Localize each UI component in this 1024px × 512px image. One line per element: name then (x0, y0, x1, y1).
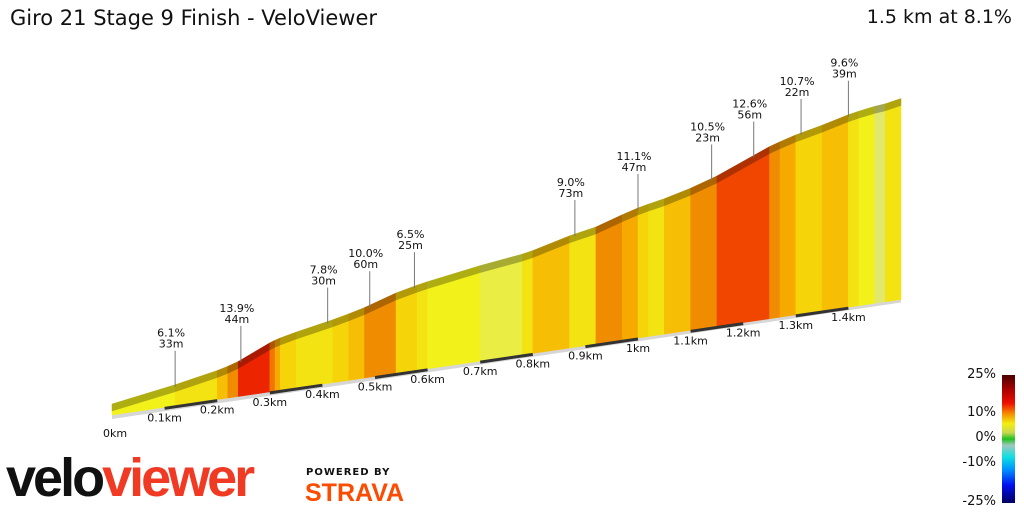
profile-segment (690, 182, 718, 331)
annotation-gradient: 9.0% (557, 176, 585, 189)
x-tick-label: 0.1km (147, 411, 182, 424)
x-tick-label: 0.9km (568, 350, 603, 363)
profile-segment (779, 141, 797, 318)
x-tick-label: 1.1km (673, 334, 708, 347)
annotation-gradient: 6.1% (157, 327, 185, 340)
veloviewer-logo[interactable]: veloviewer (6, 448, 255, 508)
profile-segment (648, 205, 665, 337)
profile-segment (427, 272, 481, 370)
x-tick-label: 0.7km (463, 365, 498, 378)
profile-segment (795, 131, 823, 316)
x-tick-label: 0.8km (516, 357, 551, 370)
annotation-length: 25m (398, 239, 423, 252)
scale-label-10: 10% (967, 405, 996, 420)
profile-segment (595, 221, 623, 345)
climb-summary: 1.5 km at 8.1% (866, 6, 1012, 28)
logo-velo: velo (6, 448, 105, 508)
annotation-length: 22m (785, 86, 810, 99)
distance-dash (164, 399, 218, 410)
scale-label-minus25: -25% (962, 494, 996, 509)
distance-dash (585, 337, 639, 349)
x-tick-label: 1.4km (831, 311, 866, 324)
x-tick-label: 0km (103, 427, 127, 440)
distance-dash (690, 322, 744, 333)
distance-dash (479, 352, 534, 364)
annotation-gradient: 10.5% (690, 120, 725, 133)
profile-segment (874, 110, 886, 304)
distance-dash (795, 306, 849, 318)
x-tick-label: 1km (626, 342, 650, 355)
profile-top-band (884, 98, 902, 112)
profile-segment (664, 194, 691, 335)
x-tick-label: 0.6km (410, 373, 445, 386)
profile-segment (637, 210, 649, 339)
scale-label-0: 0% (975, 430, 996, 445)
powered-by-label: POWERED BY (306, 467, 391, 478)
profile-segment (858, 113, 875, 306)
strava-logo[interactable]: STRAVA (305, 479, 405, 507)
profile-segment (348, 314, 365, 381)
profile-segment (769, 148, 781, 320)
annotation-length: 44m (225, 313, 250, 326)
profile-segment (280, 338, 297, 391)
x-tick-label: 1.3km (779, 319, 814, 332)
x-tick-label: 0.5km (358, 381, 393, 394)
x-tick-label: 0.4km (305, 388, 340, 401)
profile-segment (216, 372, 228, 400)
x-tick-label: 1.2km (726, 327, 761, 340)
annotation-length: 23m (695, 131, 720, 144)
page-title: Giro 21 Stage 9 Finish - VeloViewer (10, 6, 378, 30)
profile-segment (621, 214, 639, 341)
annotation-gradient: 13.9% (219, 302, 254, 315)
annotation-gradient: 11.1% (617, 150, 652, 163)
annotation-length: 39m (832, 68, 857, 81)
gradient-color-scale (1002, 375, 1015, 503)
annotation-gradient: 12.6% (732, 97, 767, 110)
profile-segment (848, 117, 860, 308)
profile-segment (532, 242, 570, 354)
annotation-length: 73m (559, 187, 584, 200)
profile-segment (821, 121, 849, 312)
scale-label-25: 25% (967, 367, 996, 382)
annotation-length: 47m (622, 161, 647, 174)
profile-segment (395, 291, 418, 374)
profile-segment (274, 344, 281, 392)
profile-segment (269, 346, 276, 393)
distance-dash (269, 383, 323, 395)
profile-segment (716, 153, 770, 327)
profile-segment (569, 233, 597, 349)
logo-viewer: viewer (102, 448, 255, 508)
profile-segment (332, 320, 349, 383)
distance-dash (374, 368, 428, 379)
profile-segment (416, 288, 428, 371)
x-tick-label: 0.3km (253, 396, 288, 409)
profile-segment (227, 368, 239, 399)
annotation-length: 56m (737, 108, 762, 121)
x-tick-label: 0.2km (200, 404, 235, 417)
annotation-gradient: 10.0% (348, 247, 383, 260)
annotation-gradient: 10.7% (780, 75, 815, 88)
profile-segment (522, 257, 534, 356)
annotation-length: 60m (353, 258, 378, 271)
annotation-length: 30m (311, 275, 336, 288)
annotation-gradient: 9.6% (830, 57, 858, 70)
profile-segment (479, 260, 523, 362)
annotation-gradient: 6.5% (396, 228, 424, 241)
annotation-length: 33m (159, 338, 184, 351)
annotation-gradient: 7.8% (310, 264, 338, 277)
scale-label-minus10: -10% (962, 455, 996, 470)
profile-segment (884, 105, 902, 303)
